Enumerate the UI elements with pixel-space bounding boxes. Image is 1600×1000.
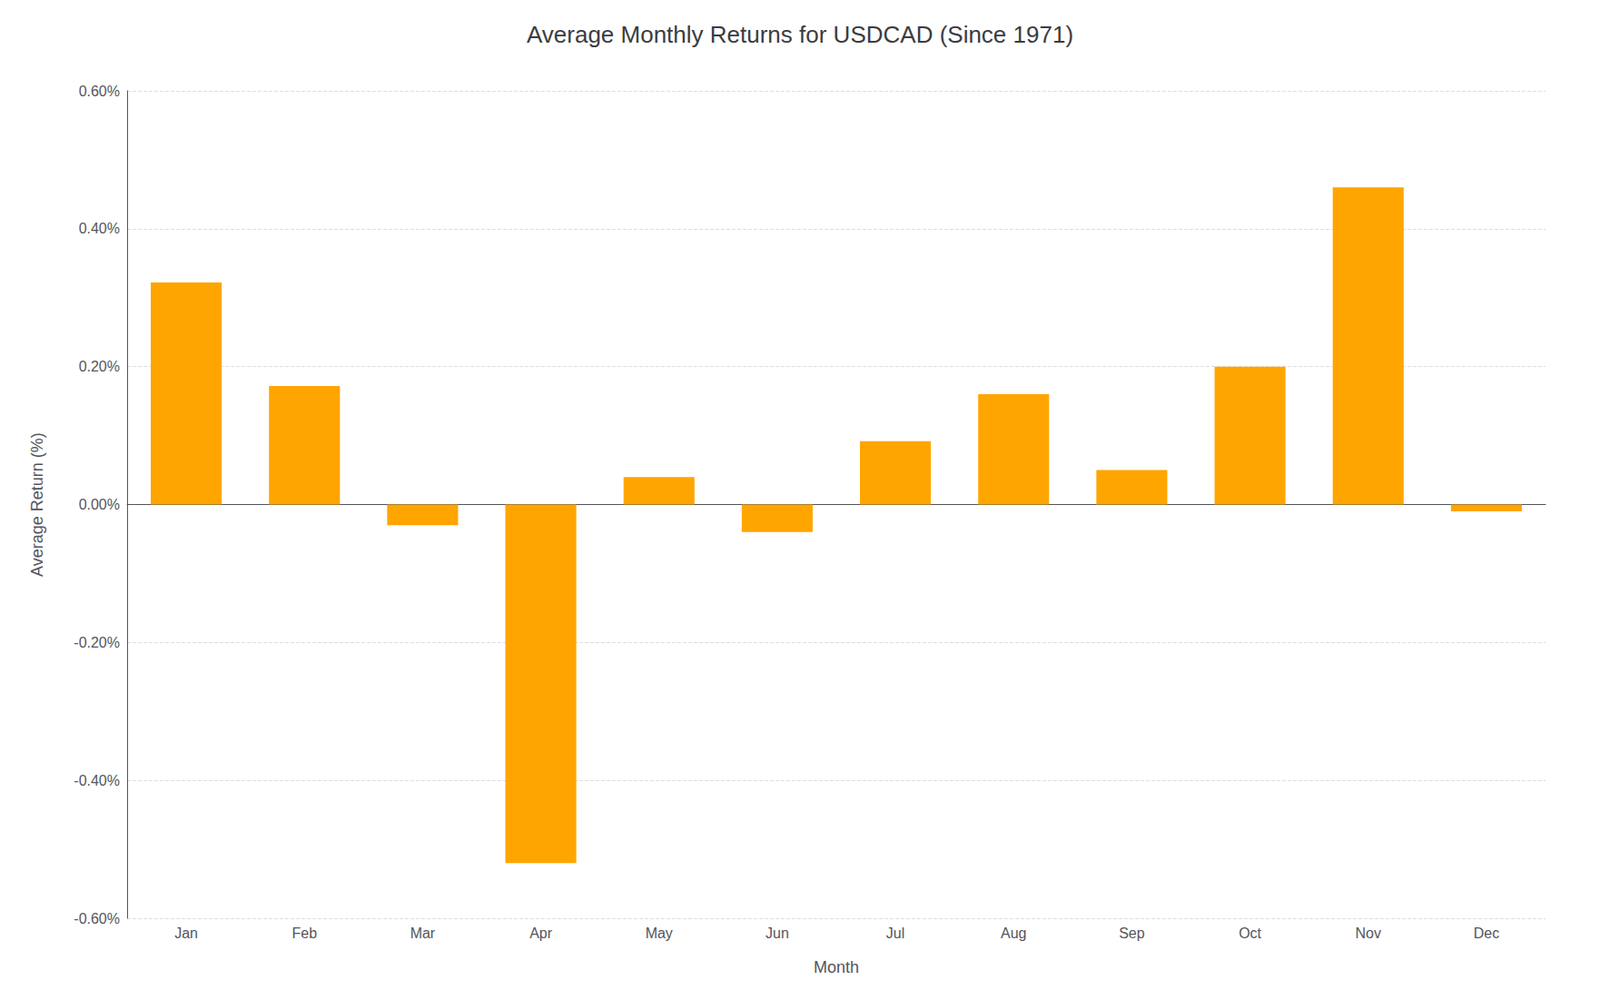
svg-text:Sep: Sep — [1118, 925, 1146, 941]
svg-text:Aug: Aug — [1000, 925, 1027, 941]
svg-text:0.20%: 0.20% — [79, 358, 120, 375]
svg-text:May: May — [645, 925, 673, 941]
svg-text:0.00%: 0.00% — [79, 496, 120, 513]
svg-text:0.60%: 0.60% — [79, 83, 120, 99]
svg-text:Oct: Oct — [1238, 925, 1262, 941]
svg-text:Mar: Mar — [410, 925, 436, 941]
svg-text:Average Return (%): Average Return (%) — [28, 432, 47, 577]
svg-text:Feb: Feb — [291, 925, 317, 941]
svg-text:Nov: Nov — [1355, 925, 1382, 941]
svg-text:Average Monthly Returns for US: Average Monthly Returns for USDCAD (Sinc… — [526, 20, 1074, 49]
svg-text:Jul: Jul — [886, 925, 905, 941]
svg-text:-0.40%: -0.40% — [73, 772, 120, 789]
svg-text:Month: Month — [813, 958, 860, 977]
svg-text:-0.20%: -0.20% — [73, 634, 120, 651]
svg-text:0.40%: 0.40% — [79, 220, 120, 237]
svg-text:Dec: Dec — [1473, 925, 1500, 941]
svg-text:Apr: Apr — [529, 925, 554, 941]
svg-text:-0.60%: -0.60% — [73, 910, 120, 927]
svg-text:Jan: Jan — [174, 925, 198, 941]
svg-text:Jun: Jun — [765, 925, 790, 941]
